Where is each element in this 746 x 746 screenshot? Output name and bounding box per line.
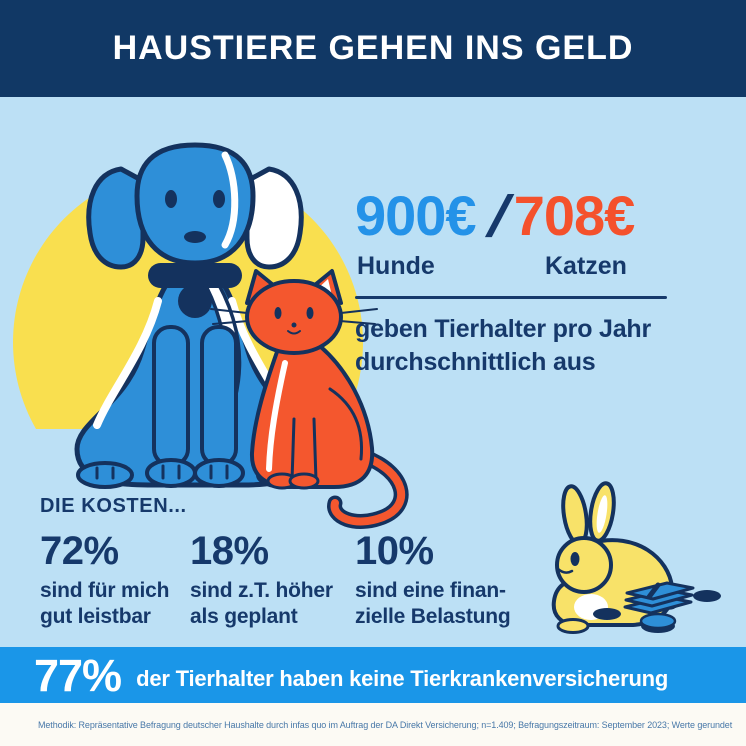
spending-labels-row: Hunde Katzen xyxy=(355,252,695,286)
header-bar: HAUSTIERE GEHEN INS GELD xyxy=(0,0,746,97)
cost-label-line2: gut leistbar xyxy=(40,605,151,629)
cost-item-leistbar: 72% sind für mich gut leistbar xyxy=(40,531,169,631)
cost-label-line1: sind für mich xyxy=(40,579,170,602)
spending-description-line1: geben Tierhalter pro Jahr xyxy=(355,315,652,343)
insurance-banner: 77% der Tierhalter haben keine Tierkrank… xyxy=(0,647,746,703)
cost-item-belastung: 10% sind eine finan- zielle Belastung xyxy=(355,531,511,631)
costs-heading: DIE KOSTEN... xyxy=(40,495,187,517)
slash-separator: / xyxy=(485,183,511,249)
insurance-percentage: 77% xyxy=(34,649,122,701)
spending-comparison: 900€ / 708€ Hunde Katzen geben Tierhalte… xyxy=(355,183,695,378)
footer-bar: Methodik: Repräsentative Befragung deuts… xyxy=(0,703,746,746)
cost-value: 18% xyxy=(190,529,269,573)
cost-label-line2: als geplant xyxy=(190,605,298,629)
cost-label: sind eine finan- zielle Belastung xyxy=(355,578,511,631)
rabbit-illustration xyxy=(551,481,721,634)
cost-label-line1: sind eine finan- xyxy=(355,579,506,602)
cost-label: sind z.T. höher als geplant xyxy=(190,578,333,631)
cost-item-hoeher: 18% sind z.T. höher als geplant xyxy=(190,531,333,631)
spending-values-row: 900€ / 708€ xyxy=(355,183,695,249)
cost-label-line1: sind z.T. höher xyxy=(190,579,333,602)
insurance-text: der Tierhalter haben keine Tierkrankenve… xyxy=(136,666,669,691)
cost-label: sind für mich gut leistbar xyxy=(40,578,169,631)
cost-label-line2: zielle Belastung xyxy=(355,605,511,629)
cat-spending-value: 708€ xyxy=(513,184,636,247)
spending-description-line2: durchschnittlich aus xyxy=(355,347,596,376)
divider-line xyxy=(355,296,667,299)
dog-spending-value: 900€ xyxy=(355,184,477,247)
spending-description: geben Tierhalter pro Jahr durchschnittli… xyxy=(355,313,695,378)
money-illustration xyxy=(593,581,721,633)
methodology-note: Methodik: Repräsentative Befragung deuts… xyxy=(38,719,733,730)
pets-illustration xyxy=(12,142,721,634)
cat-illustration xyxy=(210,269,409,529)
page-title: HAUSTIERE GEHEN INS GELD xyxy=(112,29,634,67)
cost-value: 10% xyxy=(355,529,434,573)
dog-label: Hunde xyxy=(357,252,435,280)
cat-label: Katzen xyxy=(545,252,627,280)
cost-value: 72% xyxy=(40,529,119,573)
